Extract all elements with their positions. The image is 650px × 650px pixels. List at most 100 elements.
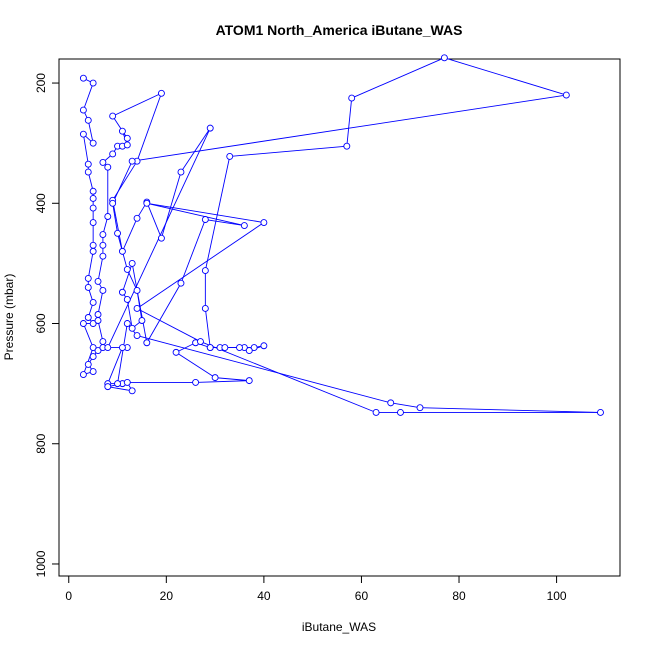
series-segment — [112, 92, 162, 117]
x-tick-label: 40 — [257, 589, 271, 603]
data-point — [89, 320, 97, 327]
data-point — [84, 160, 92, 168]
series-segment — [132, 94, 567, 162]
data-point — [94, 277, 102, 285]
series-segment — [112, 200, 123, 252]
data-point — [94, 317, 102, 324]
data-point — [84, 283, 92, 291]
data-point — [343, 142, 351, 150]
data-point — [157, 234, 165, 242]
data-point — [226, 152, 234, 160]
data-point — [128, 157, 136, 165]
data-point — [172, 348, 180, 356]
data-point — [109, 199, 117, 207]
series-segment — [136, 308, 201, 342]
data-point — [128, 324, 136, 332]
data-point — [99, 338, 107, 345]
data-point — [177, 279, 185, 287]
series-segment — [215, 377, 250, 382]
data-point — [192, 378, 200, 386]
data-point — [99, 252, 107, 260]
data-point — [206, 344, 214, 352]
x-tick-label: 80 — [452, 589, 466, 603]
series-segment — [97, 256, 104, 282]
data-point — [143, 339, 151, 347]
series-segment — [444, 57, 567, 96]
data-point — [240, 222, 248, 229]
data-point — [89, 344, 97, 352]
data-point — [348, 94, 356, 102]
data-point — [201, 216, 209, 223]
series-segment — [351, 57, 445, 99]
data-point — [94, 311, 102, 318]
data-point — [260, 219, 268, 226]
data-point — [123, 265, 131, 273]
data-point — [118, 288, 126, 296]
data-point — [372, 409, 380, 416]
data-point — [118, 344, 126, 352]
series-segment — [136, 335, 391, 404]
series-segment — [131, 263, 148, 343]
data-point — [79, 371, 87, 379]
data-point — [123, 320, 131, 327]
series-segment — [136, 222, 265, 309]
series-segment — [97, 290, 104, 315]
data-point — [99, 286, 107, 294]
data-point — [79, 130, 87, 138]
data-point — [245, 377, 253, 385]
chart-title: ATOM1 North_America iButane_WAS — [216, 22, 463, 38]
data-point — [597, 409, 604, 416]
series-segment — [195, 380, 250, 383]
data-point — [123, 296, 131, 303]
series-segment — [175, 351, 216, 378]
data-point — [206, 124, 214, 132]
data-point — [128, 259, 136, 267]
series-segment — [82, 82, 94, 111]
x-tick-label: 60 — [355, 589, 369, 603]
data-point — [114, 229, 121, 237]
y-axis-label: Pressure (mbar) — [2, 274, 16, 361]
data-point — [104, 213, 112, 220]
x-tick-label: 20 — [160, 589, 174, 603]
x-axis-label: iButane_WAS — [302, 620, 376, 634]
series-segment — [146, 283, 182, 343]
series-segment — [346, 98, 353, 147]
data-point — [197, 338, 204, 345]
y-tick-label: 200 — [34, 73, 48, 93]
data-point — [123, 141, 131, 149]
series-segment — [390, 402, 421, 409]
data-point — [89, 219, 97, 226]
data-point — [104, 163, 112, 171]
series-segment — [136, 93, 162, 162]
data-point — [84, 314, 92, 321]
series-segment — [180, 219, 206, 284]
data-point — [138, 317, 146, 324]
data-point — [94, 347, 102, 355]
data-point — [387, 399, 395, 407]
series-segment — [87, 120, 94, 144]
data-point — [397, 409, 404, 416]
series-segment — [87, 251, 94, 279]
series-segment — [146, 201, 162, 239]
data-point — [79, 74, 87, 82]
data-point — [133, 214, 141, 222]
series-segment — [146, 202, 245, 226]
data-point — [104, 383, 112, 391]
series-segment — [200, 341, 377, 413]
data-point — [79, 106, 87, 114]
data-point — [562, 91, 570, 99]
data-point — [260, 342, 268, 350]
series-segment — [107, 347, 123, 384]
y-tick-label: 1000 — [34, 550, 48, 577]
x-tick-label: 0 — [65, 589, 72, 603]
y-tick-label: 800 — [34, 433, 48, 453]
data-point — [211, 374, 219, 382]
data-point — [89, 79, 97, 87]
data-point — [89, 353, 97, 361]
data-point — [89, 204, 97, 212]
x-axis: 0 20 40 60 80 100 — [65, 575, 567, 603]
data-point — [79, 320, 87, 327]
data-point — [133, 305, 141, 312]
